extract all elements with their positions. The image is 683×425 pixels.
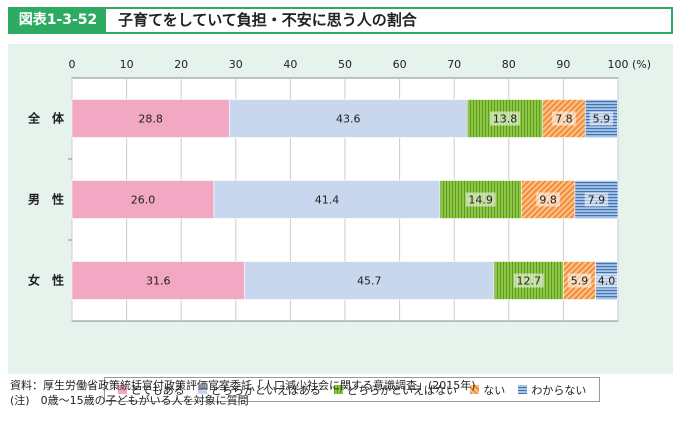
bar-groups: 28.8 43.6 13.8 7.8 5.9 26.0 41.4 14.9 9.8 7.9 31.6… bbox=[71, 99, 619, 300]
bar-segment bbox=[71, 180, 215, 219]
legend-swatch bbox=[197, 385, 207, 394]
x-tick-label: 100 bbox=[608, 58, 629, 71]
data-label: 7.9 bbox=[588, 194, 606, 207]
category-label: 全 体 bbox=[27, 111, 65, 126]
legend-label: どちらかといえばある bbox=[210, 383, 321, 397]
data-label: 28.8 bbox=[138, 113, 163, 126]
legend-item: わからない bbox=[518, 382, 586, 398]
bar-segment bbox=[213, 180, 441, 219]
bar-segment bbox=[71, 99, 230, 138]
figure-label: 図表1-3-52 bbox=[10, 9, 106, 32]
figure-title: 子育てをしていて負担・不安に思う人の割合 bbox=[118, 11, 417, 29]
legend-label: わからない bbox=[531, 383, 587, 397]
chart-legend: とてもある どちらかといえばある どちらかといえばない ない わからない bbox=[104, 377, 600, 402]
x-tick-label: 90 bbox=[556, 58, 570, 71]
data-label: 14.9 bbox=[468, 194, 493, 207]
figure-notes: 資料：厚生労働省政策統括官付政策評価官室委託「人口減少社会に関する意識調査」(2… bbox=[10, 378, 670, 408]
legend-swatch bbox=[334, 385, 344, 394]
x-tick-label: 60 bbox=[393, 58, 407, 71]
x-tick-label: 70 bbox=[447, 58, 461, 71]
data-label-backdrop bbox=[513, 273, 544, 288]
data-label-backdrop bbox=[489, 111, 520, 126]
chart-panel: 0 10 20 30 40 50 60 70 80 90 100 (%) 28.8 43.6 13.8 7.… bbox=[8, 44, 673, 402]
data-label: 5.9 bbox=[593, 113, 611, 126]
legend-swatch bbox=[470, 385, 480, 394]
legend-label: とてもある bbox=[130, 383, 185, 397]
x-tick-label: 30 bbox=[229, 58, 243, 71]
legend-label: ない bbox=[483, 383, 506, 397]
figure-header: 図表1-3-52 子育てをしていて負担・不安に思う人の割合 bbox=[8, 7, 673, 34]
source-note: 資料：厚生労働省政策統括官付政策評価官室委託「人口減少社会に関する意識調査」(2… bbox=[10, 379, 476, 392]
x-tick-label: 10 bbox=[120, 58, 134, 71]
legend-swatch bbox=[117, 385, 127, 394]
bar-segment bbox=[228, 99, 468, 138]
data-label: 45.7 bbox=[357, 275, 382, 288]
legend-item: どちらかといえばない bbox=[334, 382, 457, 398]
data-label-backdrop bbox=[465, 192, 496, 207]
data-label-backdrop bbox=[584, 192, 609, 207]
x-tick-label: 40 bbox=[283, 58, 297, 71]
category-labels: 全 体男 性女 性 bbox=[27, 111, 72, 288]
data-label: 9.8 bbox=[539, 194, 557, 207]
x-tick-label: 50 bbox=[338, 58, 352, 71]
x-tick-label: 0 bbox=[69, 58, 76, 71]
data-label: 13.8 bbox=[493, 113, 518, 126]
data-label: 5.9 bbox=[571, 275, 589, 288]
data-label-backdrop bbox=[552, 111, 576, 126]
data-label-backdrop bbox=[567, 273, 592, 288]
data-label-backdrop bbox=[589, 111, 614, 126]
legend-item: とてもある bbox=[117, 382, 185, 398]
data-label: 7.8 bbox=[555, 113, 573, 126]
data-label-backdrop bbox=[536, 192, 560, 207]
unit-label: (%) bbox=[632, 58, 651, 71]
x-tick-label: 80 bbox=[502, 58, 516, 71]
bar-segment bbox=[71, 261, 245, 300]
x-tick-label: 20 bbox=[174, 58, 188, 71]
legend-swatch bbox=[518, 385, 528, 394]
stacked-bar-chart: 0 10 20 30 40 50 60 70 80 90 100 (%) 28.8 43.6 13.8 7.… bbox=[27, 58, 652, 322]
data-label: 4.0 bbox=[598, 275, 616, 288]
category-label: 女 性 bbox=[28, 273, 64, 288]
legend-item: ない bbox=[470, 382, 505, 398]
x-axis-ticks: 0 10 20 30 40 50 60 70 80 90 100 (%) bbox=[69, 58, 652, 71]
data-label-backdrop bbox=[594, 273, 619, 288]
footnote: (注) 0歳～15歳の子どもがいる人を対象に質問 bbox=[10, 394, 249, 407]
legend-item: どちらかといえばある bbox=[197, 382, 321, 398]
legend-label: どちらかといえばない bbox=[347, 383, 458, 397]
data-label: 41.4 bbox=[315, 194, 340, 207]
data-label: 31.6 bbox=[146, 275, 171, 288]
category-label: 男 性 bbox=[28, 192, 64, 207]
data-label: 43.6 bbox=[336, 113, 361, 126]
bar-segment bbox=[244, 261, 495, 300]
data-label: 26.0 bbox=[131, 194, 156, 207]
data-label: 12.7 bbox=[516, 275, 541, 288]
